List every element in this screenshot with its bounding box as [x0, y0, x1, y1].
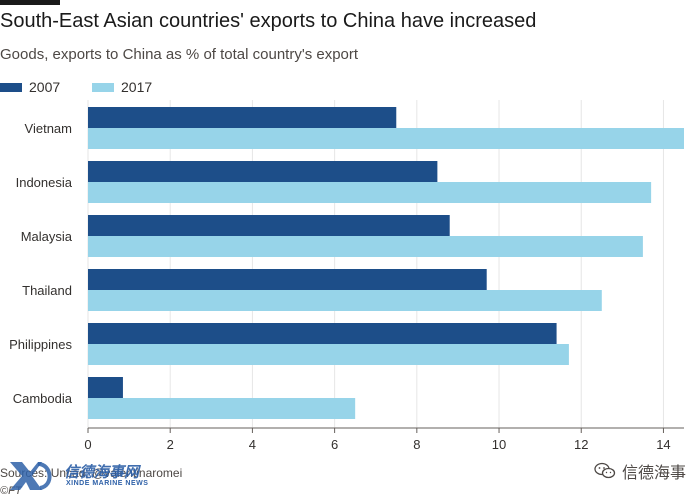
watermark-logo-text: 信德海事网 — [64, 464, 140, 481]
legend-label-2017: 2017 — [121, 79, 153, 95]
bar-chart: Vietnam Indonesia Malaysia Thailand Philippi… — [9, 100, 684, 450]
category-label-malaysia: Malaysia — [21, 229, 73, 244]
watermark-right: 信德海事 — [594, 459, 686, 483]
bar-2017-indonesia — [88, 182, 652, 203]
bar-2007-cambodia — [88, 377, 123, 398]
bar-2017-thailand — [88, 290, 602, 311]
bar-2007-thailand — [88, 269, 487, 290]
chart-subtitle: Goods, exports to China as % of total co… — [0, 46, 359, 63]
watermark-right-text: 信德海事 — [621, 465, 686, 482]
bar-2017-cambodia — [88, 398, 356, 419]
x-tick-label-4: 8 — [413, 437, 420, 450]
category-label-philippines: Philippines — [9, 337, 72, 352]
bar-2007-philippines — [88, 323, 557, 344]
bar-2007-malaysia — [88, 215, 450, 236]
bar-2007-indonesia — [88, 161, 438, 182]
xd-logo-icon — [10, 462, 52, 490]
chart-title: South-East Asian countries' exports to C… — [0, 10, 537, 32]
x-tick-label-3: 6 — [331, 437, 338, 450]
bar-2017-malaysia — [88, 236, 643, 257]
x-tick-label-7: 14 — [656, 437, 670, 450]
x-tick-label-0: 0 — [84, 437, 91, 450]
category-label-vietnam: Vietnam — [25, 121, 72, 136]
x-tick-label-1: 2 — [167, 437, 174, 450]
legend-item-2017: 2017 — [92, 79, 152, 95]
legend-swatch-2017 — [92, 82, 114, 92]
legend-swatch-2007 — [0, 82, 22, 92]
category-label-thailand: Thailand — [22, 283, 72, 298]
bar-2017-philippines — [88, 344, 569, 365]
category-label-indonesia: Indonesia — [16, 175, 73, 190]
x-tick-label-2: 4 — [249, 437, 256, 450]
title-accent-bar — [0, 0, 60, 5]
watermark-logo-subtext: XINDE MARINE NEWS — [66, 480, 149, 487]
legend-label-2007: 2007 — [29, 79, 61, 95]
category-label-cambodia: Cambodia — [13, 391, 73, 406]
bar-2017-vietnam — [88, 128, 684, 149]
x-tick-label-5: 10 — [492, 437, 506, 450]
wechat-icon — [594, 462, 616, 479]
x-tick-label-6: 12 — [574, 437, 588, 450]
bar-2007-vietnam — [88, 107, 397, 128]
legend-item-2007: 2007 — [0, 79, 60, 95]
